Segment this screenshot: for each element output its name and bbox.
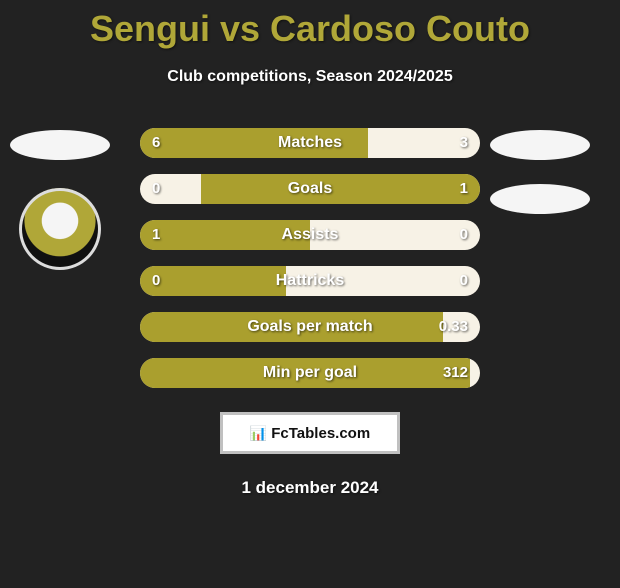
chart-icon: 📊 xyxy=(250,425,267,442)
chart-area: 63Matches 01Goals 10Assists 00Hattricks 0.33… xyxy=(0,128,620,404)
logo-placeholder xyxy=(490,130,590,160)
page-title: Sengui vs Cardoso Couto xyxy=(0,8,620,50)
stat-row: 00Hattricks xyxy=(140,266,480,296)
brand-label: FcTables.com xyxy=(271,425,370,442)
stat-label: Hattricks xyxy=(140,266,480,296)
stat-label: Matches xyxy=(140,128,480,158)
stat-label: Goals per match xyxy=(140,312,480,342)
logo-placeholder xyxy=(490,184,590,214)
stat-row: 63Matches xyxy=(140,128,480,158)
stat-label: Min per goal xyxy=(140,358,480,388)
stat-label: Assists xyxy=(140,220,480,250)
date-label: 1 december 2024 xyxy=(0,478,620,498)
stat-row: 10Assists xyxy=(140,220,480,250)
stat-row: 01Goals xyxy=(140,174,480,204)
brand-box: 📊 FcTables.com xyxy=(220,412,400,454)
subtitle: Club competitions, Season 2024/2025 xyxy=(0,68,620,86)
stat-row: 312Min per goal xyxy=(140,358,480,388)
stat-row: 0.33Goals per match xyxy=(140,312,480,342)
club-crest xyxy=(19,188,101,270)
stat-label: Goals xyxy=(140,174,480,204)
logo-placeholder xyxy=(10,130,110,160)
